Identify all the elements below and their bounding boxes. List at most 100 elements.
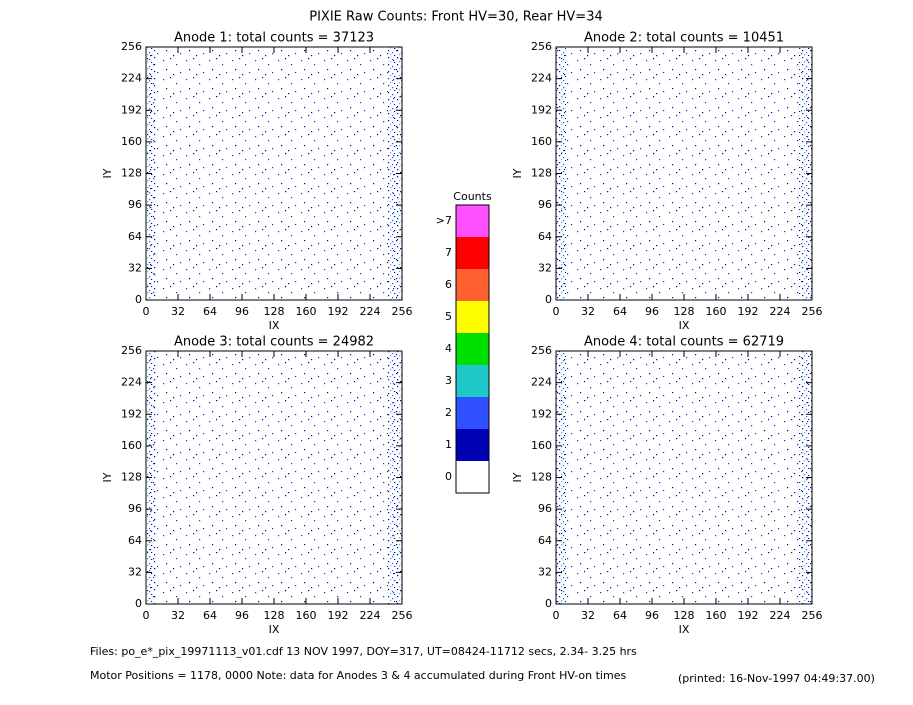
x-tick-label: 64	[613, 305, 627, 318]
colorbar-swatch	[456, 301, 489, 333]
y-tick-label: 0	[135, 293, 142, 306]
y-tick-label: 32	[128, 261, 142, 274]
colorbar-title: Counts	[453, 190, 492, 203]
y-tick-label: 32	[538, 261, 552, 274]
y-tick-label: 96	[128, 198, 142, 211]
y-tick-label: 160	[121, 135, 142, 148]
y-tick-label: 128	[121, 471, 142, 484]
y-tick-label: 96	[538, 198, 552, 211]
x-tick-label: 128	[674, 609, 695, 622]
x-tick-label: 160	[296, 305, 317, 318]
y-axis-label: IY	[101, 168, 114, 178]
y-tick-label: 32	[128, 565, 142, 578]
y-tick-label: 64	[538, 534, 552, 547]
x-tick-label: 256	[802, 609, 823, 622]
x-tick-label: 0	[553, 609, 560, 622]
x-tick-label: 0	[553, 305, 560, 318]
y-tick-label: 192	[121, 103, 142, 116]
colorbar-label: 6	[445, 278, 452, 291]
panel-title: Anode 4: total counts = 62719	[584, 335, 784, 350]
x-tick-label: 224	[360, 609, 381, 622]
x-tick-label: 256	[392, 305, 413, 318]
heatmap-area	[146, 47, 402, 300]
x-tick-label: 32	[171, 609, 185, 622]
x-tick-label: 96	[235, 609, 249, 622]
x-tick-label: 96	[645, 305, 659, 318]
x-tick-label: 224	[770, 305, 791, 318]
heatmap-area	[146, 351, 402, 604]
y-tick-label: 224	[531, 376, 552, 389]
y-tick-label: 0	[135, 597, 142, 610]
footer-printed: (printed: 16-Nov-1997 04:49:37.00)	[678, 672, 875, 685]
x-tick-label: 64	[613, 609, 627, 622]
x-tick-label: 192	[328, 609, 349, 622]
x-tick-label: 128	[264, 305, 285, 318]
y-axis-label: IY	[511, 168, 524, 178]
x-tick-label: 64	[203, 609, 217, 622]
x-tick-label: 192	[738, 609, 759, 622]
y-tick-label: 64	[538, 230, 552, 243]
y-axis-label: IY	[101, 472, 114, 482]
colorbar-swatch	[456, 205, 489, 237]
y-tick-label: 192	[121, 407, 142, 420]
y-tick-label: 0	[545, 597, 552, 610]
x-axis-label: IX	[269, 319, 280, 332]
x-tick-label: 96	[235, 305, 249, 318]
x-tick-label: 64	[203, 305, 217, 318]
colorbar-swatch	[456, 461, 489, 493]
x-tick-label: 32	[581, 305, 595, 318]
footer-files: Files: po_e*_pix_19971113_v01.cdf 13 NOV…	[90, 645, 637, 658]
x-tick-label: 160	[706, 609, 727, 622]
colorbar-swatch	[456, 237, 489, 269]
x-axis-label: IX	[679, 319, 690, 332]
y-tick-label: 192	[531, 103, 552, 116]
y-tick-label: 128	[531, 167, 552, 180]
y-tick-label: 256	[531, 40, 552, 53]
y-tick-label: 96	[538, 502, 552, 515]
y-tick-label: 256	[121, 40, 142, 53]
colorbar-label: 5	[445, 310, 452, 323]
y-tick-label: 32	[538, 565, 552, 578]
y-tick-label: 0	[545, 293, 552, 306]
x-tick-label: 96	[645, 609, 659, 622]
y-axis-label: IY	[511, 472, 524, 482]
panel-title: Anode 1: total counts = 37123	[174, 31, 374, 46]
x-tick-label: 224	[770, 609, 791, 622]
x-axis-label: IX	[679, 623, 690, 636]
y-tick-label: 128	[531, 471, 552, 484]
x-tick-label: 256	[802, 305, 823, 318]
main-title: PIXIE Raw Counts: Front HV=30, Rear HV=3…	[309, 10, 603, 25]
colorbar-swatch	[456, 333, 489, 365]
x-tick-label: 0	[143, 609, 150, 622]
colorbar-label: 2	[445, 406, 452, 419]
y-tick-label: 256	[531, 344, 552, 357]
x-axis-label: IX	[269, 623, 280, 636]
colorbar-label: 1	[445, 438, 452, 451]
colorbar-label: 3	[445, 374, 452, 387]
panel-title: Anode 3: total counts = 24982	[174, 335, 374, 350]
colorbar-swatch	[456, 429, 489, 461]
x-tick-label: 128	[264, 609, 285, 622]
y-tick-label: 64	[128, 534, 142, 547]
x-tick-label: 192	[328, 305, 349, 318]
x-tick-label: 256	[392, 609, 413, 622]
y-tick-label: 96	[128, 502, 142, 515]
y-tick-label: 128	[121, 167, 142, 180]
y-tick-label: 224	[121, 72, 142, 85]
y-tick-label: 160	[531, 439, 552, 452]
x-tick-label: 32	[171, 305, 185, 318]
x-tick-label: 160	[296, 609, 317, 622]
y-tick-label: 160	[121, 439, 142, 452]
colorbar-label: 7	[445, 246, 452, 259]
x-tick-label: 0	[143, 305, 150, 318]
x-tick-label: 160	[706, 305, 727, 318]
colorbar-swatch	[456, 269, 489, 301]
y-tick-label: 192	[531, 407, 552, 420]
colorbar-swatch	[456, 365, 489, 397]
colorbar-label: >7	[436, 214, 452, 227]
x-tick-label: 192	[738, 305, 759, 318]
colorbar-frame	[455, 204, 490, 494]
footer-motor: Motor Positions = 1178, 0000 Note: data …	[90, 669, 626, 682]
colorbar-swatch	[456, 397, 489, 429]
